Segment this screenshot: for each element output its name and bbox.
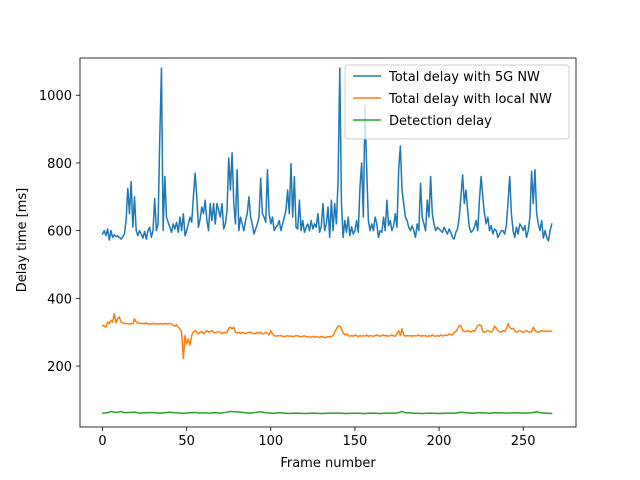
plot-area (101, 67, 553, 415)
y-tick-label: 1000 (39, 89, 72, 104)
x-tick-label: 150 (343, 434, 368, 449)
series-line-1 (101, 312, 553, 360)
x-tick-label: 50 (178, 434, 195, 449)
x-tick-label: 250 (511, 434, 536, 449)
y-tick-label: 800 (47, 157, 72, 172)
x-tick-label: 200 (427, 434, 452, 449)
plot-frame (79, 57, 577, 428)
legend-label-2: Detection delay (389, 114, 492, 129)
y-tick-label: 400 (47, 292, 72, 307)
y-axis-label: Delay time [ms] (15, 188, 30, 293)
series-line-0 (101, 67, 553, 242)
legend-label-0: Total delay with 5G NW (388, 70, 540, 85)
legend-box (344, 64, 570, 140)
legend-label-1: Total delay with local NW (388, 92, 552, 107)
legend: Total delay with 5G NW Total delay with l… (344, 64, 570, 140)
axes: 0 50 100 150 200 250 200 400 600 800 1000 (39, 57, 577, 449)
y-tick-label: 600 (47, 225, 72, 240)
x-tick-label: 0 (98, 434, 106, 449)
series-line-2 (101, 410, 553, 415)
x-axis-label: Frame number (280, 456, 376, 471)
y-tick-label: 200 (47, 360, 72, 375)
x-tick-label: 100 (258, 434, 283, 449)
